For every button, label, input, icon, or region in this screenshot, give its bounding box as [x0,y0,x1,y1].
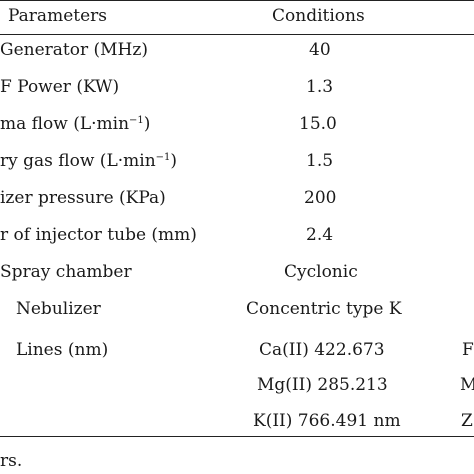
condition-injector-tube: 2.4 [306,225,334,245]
table-top-rule [0,0,474,1]
condition-nebulizer-pressure: 200 [304,188,337,208]
header-conditions: Conditions [272,6,365,26]
param-rf-power: F Power (KW) [0,77,120,97]
table-bottom-rule [0,436,474,437]
extra-line-m: M [460,375,474,395]
condition-auxiliary-gas-flow: 1.5 [306,151,334,171]
param-generator: Generator (MHz) [0,40,148,60]
param-auxiliary-gas-flow: ry gas flow (L·min−1) [0,151,178,171]
header-parameters: Parameters [8,6,107,26]
param-plasma-flow: ma flow (L·min−1) [0,114,151,134]
table-footnote: rs. [0,451,23,471]
param-injector-tube: r of injector tube (mm) [0,225,197,245]
param-nebulizer: Nebulizer [16,299,101,319]
condition-rf-power: 1.3 [306,77,334,97]
condition-line-mg: Mg(II) 285.213 [257,375,388,395]
extra-line-z: Z [461,411,473,431]
param-spray-chamber: Spray chamber [0,262,132,282]
param-lines: Lines (nm) [16,340,109,360]
unit-exponent: −1 [129,115,144,126]
condition-plasma-flow: 15.0 [299,114,337,134]
condition-line-ca: Ca(II) 422.673 [259,340,385,360]
condition-generator: 40 [309,40,331,60]
condition-line-k: K(II) 766.491 nm [253,411,401,431]
condition-spray-chamber: Cyclonic [284,262,358,282]
extra-line-f: F [462,340,474,360]
param-nebulizer-pressure: izer pressure (KPa) [0,188,166,208]
unit-exponent: −1 [155,152,171,163]
table-header-rule [0,34,474,35]
condition-nebulizer: Concentric type K [246,299,402,319]
